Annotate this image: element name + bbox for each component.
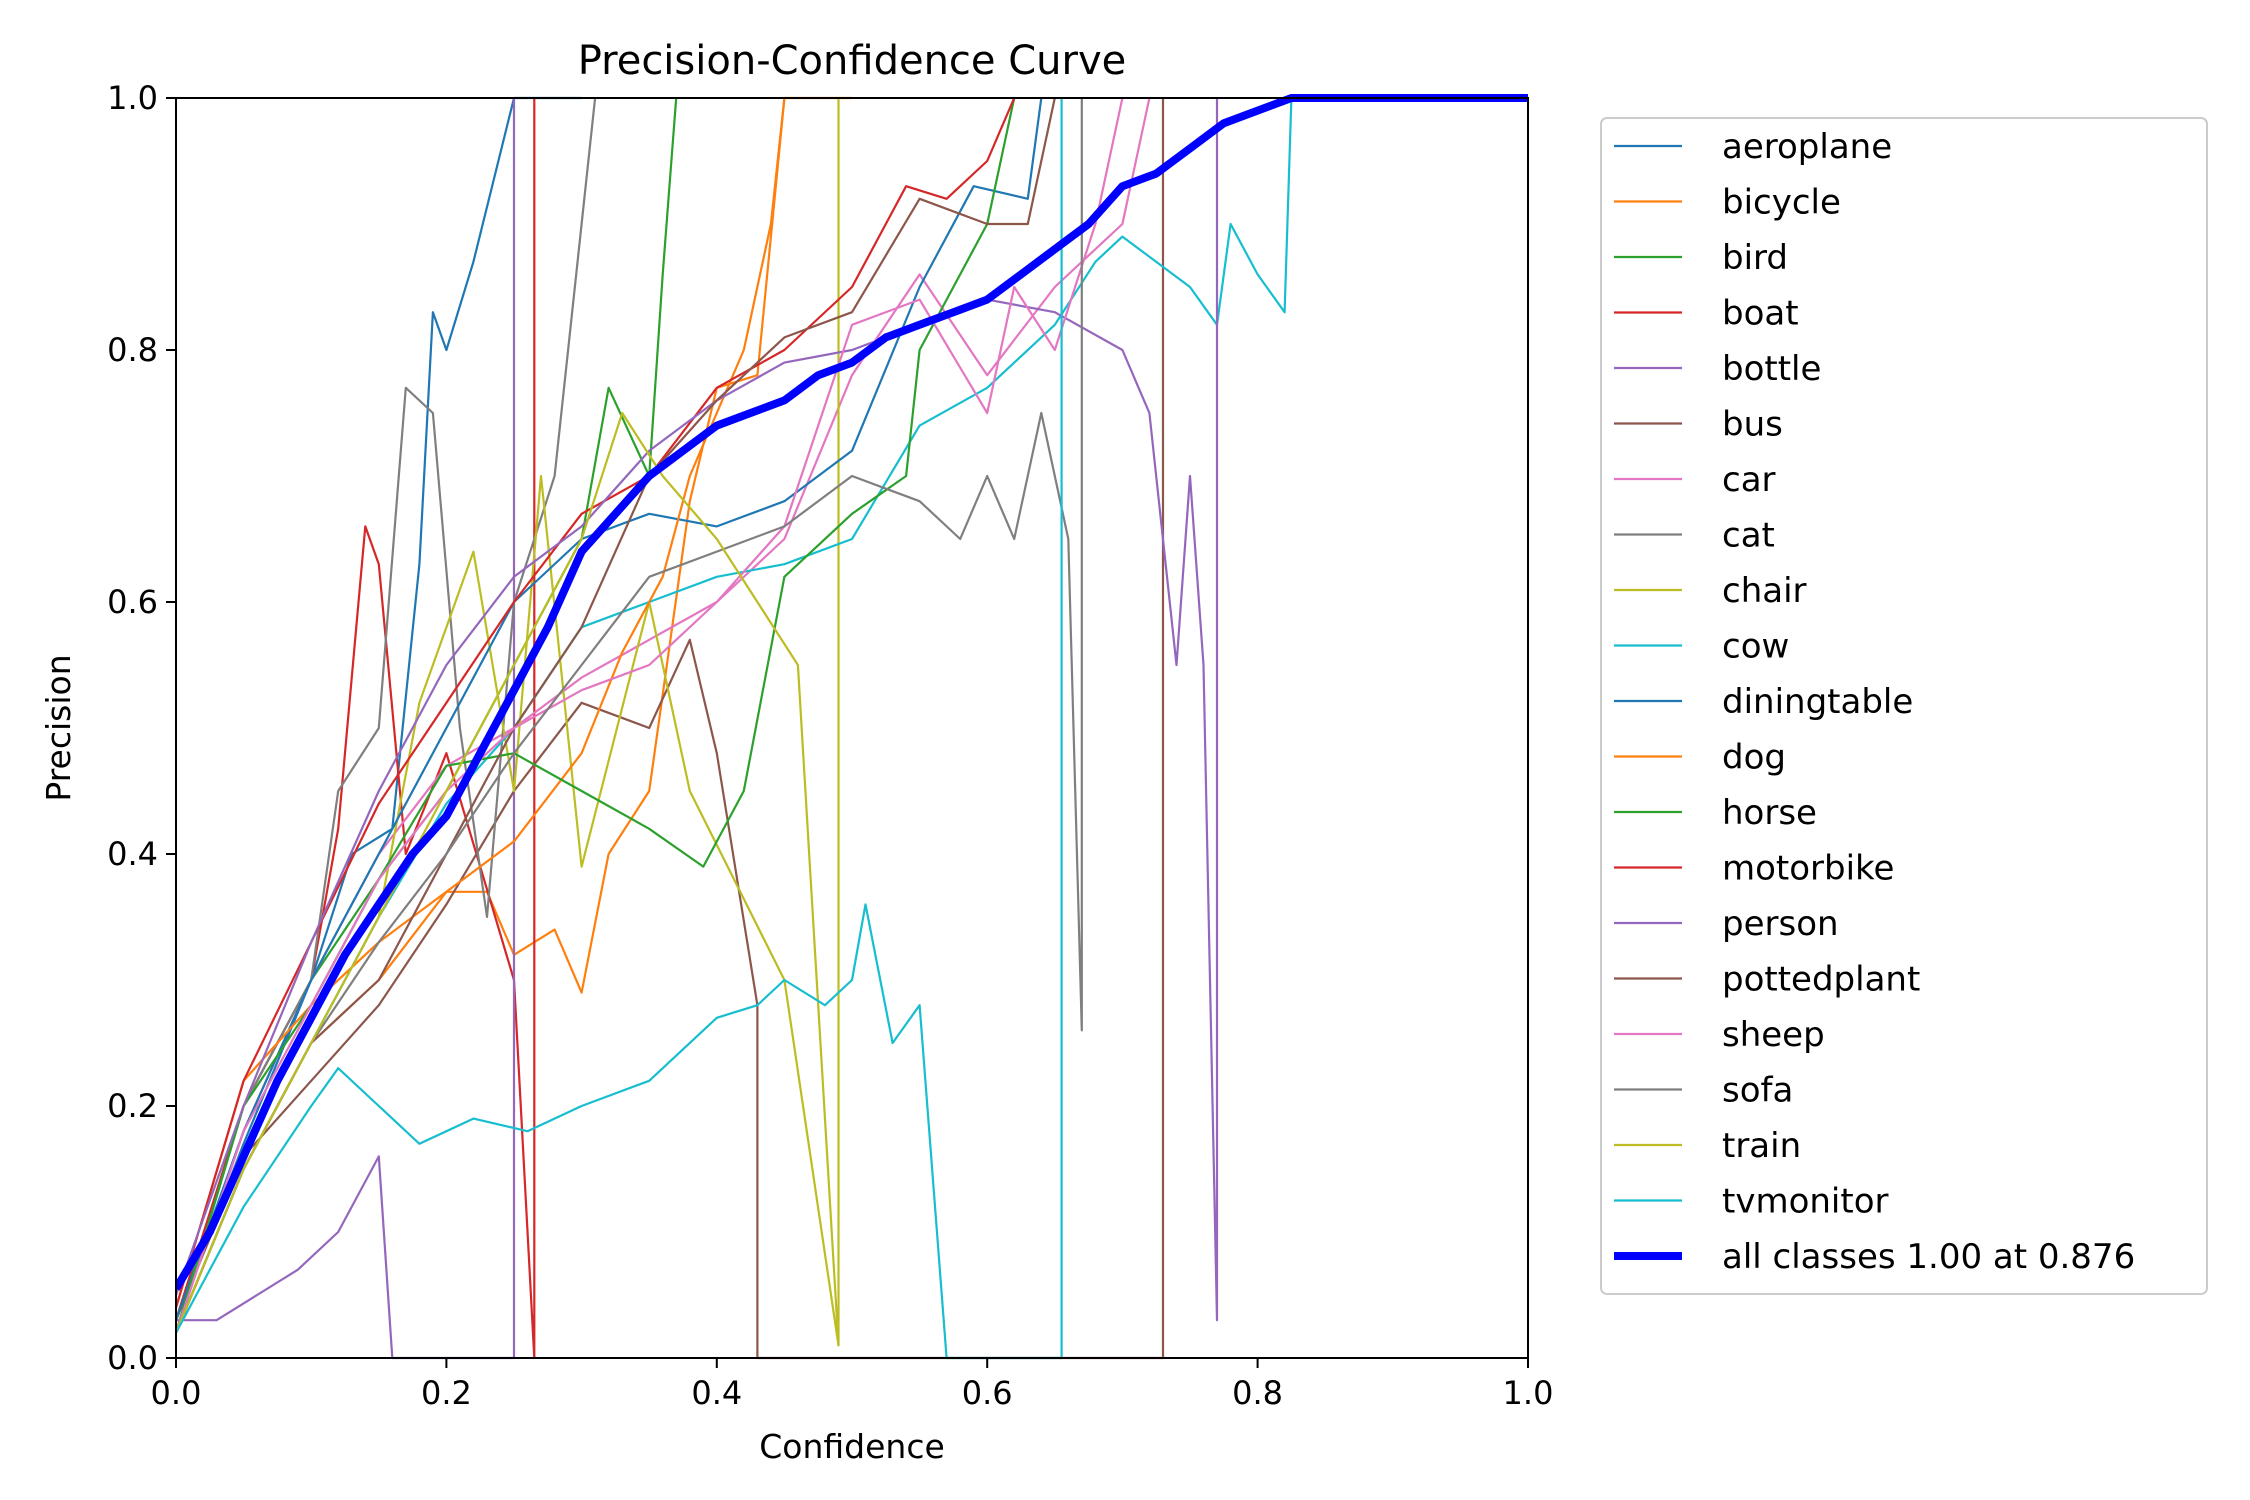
legend-label: motorbike <box>1722 849 1894 889</box>
x-tick-label: 0.6 <box>962 1374 1013 1412</box>
x-tick-label: 0.0 <box>151 1374 202 1412</box>
legend-label: sofa <box>1722 1071 1793 1111</box>
legend-label: cow <box>1722 627 1789 667</box>
x-tick-label: 0.4 <box>691 1374 742 1412</box>
legend-label: chair <box>1722 571 1807 611</box>
series-line-aeroplane <box>176 96 582 1321</box>
y-axis-title: Precision <box>39 654 78 801</box>
legend-label: car <box>1722 460 1776 500</box>
y-tick-label: 0.4 <box>107 835 158 873</box>
y-tick-label: 0.2 <box>107 1087 158 1125</box>
plot-frame <box>175 97 1529 1359</box>
legend-label: tvmonitor <box>1722 1182 1889 1222</box>
series-line-tvmonitor <box>176 98 1063 1360</box>
series-layer <box>176 94 1528 1360</box>
series-line-bus <box>176 98 1165 1360</box>
series-line-train <box>176 411 840 1346</box>
plot-area <box>175 94 1529 1360</box>
legend-label: dog <box>1722 738 1786 778</box>
legend-label: sheep <box>1722 1015 1825 1055</box>
y-tick-label: 0.8 <box>107 331 158 369</box>
legend-label: all classes 1.00 at 0.876 <box>1722 1237 2135 1277</box>
y-axis-ticks: 0.0 0.2 0.4 0.6 0.8 1.0 <box>107 79 176 1377</box>
legend-label: bus <box>1722 405 1783 445</box>
chart-title: Precision-Confidence Curve <box>578 38 1127 84</box>
series-line-person <box>176 98 1219 1322</box>
legend-items: aeroplane bicycle bird boat bottle bus car cat c… <box>1614 127 2135 1277</box>
legend-label: boat <box>1722 294 1799 334</box>
legend: aeroplane bicycle bird boat bottle bus car cat c… <box>1600 117 2208 1295</box>
legend-label: bird <box>1722 238 1788 278</box>
legend-label: bicycle <box>1722 183 1841 223</box>
series-line-diningtable <box>176 97 1043 1321</box>
series-line-sofa <box>176 98 1083 1334</box>
series-line-sheep <box>176 97 1124 1334</box>
y-tick-label: 0.0 <box>107 1339 158 1377</box>
legend-label: person <box>1722 904 1839 944</box>
legend-label: diningtable <box>1722 682 1913 722</box>
y-tick-label: 0.6 <box>107 583 158 621</box>
x-tick-label: 1.0 <box>1503 1374 1554 1412</box>
legend-label: bottle <box>1722 349 1821 389</box>
legend-label: train <box>1722 1126 1801 1166</box>
x-tick-label: 0.8 <box>1232 1374 1283 1412</box>
y-tick-label: 1.0 <box>107 79 158 117</box>
x-tick-label: 0.2 <box>421 1374 472 1412</box>
x-axis-title: Confidence <box>759 1427 945 1466</box>
legend-label: aeroplane <box>1722 127 1892 167</box>
series-line-all <box>176 94 1528 1291</box>
legend-frame <box>1600 117 2208 1295</box>
legend-label: cat <box>1722 516 1775 556</box>
x-axis-ticks: 0.0 0.2 0.4 0.6 0.8 1.0 <box>151 1358 1554 1412</box>
legend-label: pottedplant <box>1722 960 1920 1000</box>
legend-label: horse <box>1722 793 1817 833</box>
